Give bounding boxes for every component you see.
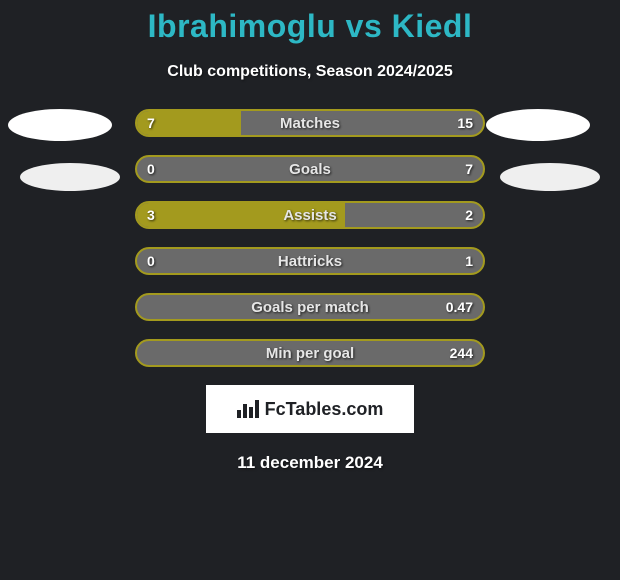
stat-row: 7Matches15 [135,109,485,137]
stats-list: 7Matches150Goals73Assists20Hattricks1Goa… [135,109,485,367]
stat-value-right: 2 [465,203,473,227]
badge-placeholder [20,163,120,191]
header: Ibrahimoglu vs Kiedl Club competitions, … [0,0,620,81]
stat-value-right: 7 [465,157,473,181]
badge-placeholder [8,109,112,141]
brand-box[interactable]: FcTables.com [206,385,414,433]
badge-placeholder [486,109,590,141]
stat-row: Min per goal244 [135,339,485,367]
footer-date: 11 december 2024 [0,453,620,473]
stat-label: Goals per match [137,295,483,319]
comparison-content: 7Matches150Goals73Assists20Hattricks1Goa… [0,109,620,367]
stat-row: 0Hattricks1 [135,247,485,275]
stat-label: Assists [137,203,483,227]
stat-label: Matches [137,111,483,135]
stat-label: Hattricks [137,249,483,273]
page-subtitle: Club competitions, Season 2024/2025 [0,63,620,81]
stat-value-right: 1 [465,249,473,273]
stat-row: 0Goals7 [135,155,485,183]
stat-value-right: 0.47 [446,295,473,319]
stat-row: Goals per match0.47 [135,293,485,321]
badge-placeholder [500,163,600,191]
stat-label: Min per goal [137,341,483,365]
bars-icon [237,400,259,418]
stat-row: 3Assists2 [135,201,485,229]
stat-value-right: 15 [457,111,473,135]
stat-value-right: 244 [450,341,473,365]
brand-text: FcTables.com [265,399,384,420]
page-title: Ibrahimoglu vs Kiedl [0,8,620,45]
stat-label: Goals [137,157,483,181]
